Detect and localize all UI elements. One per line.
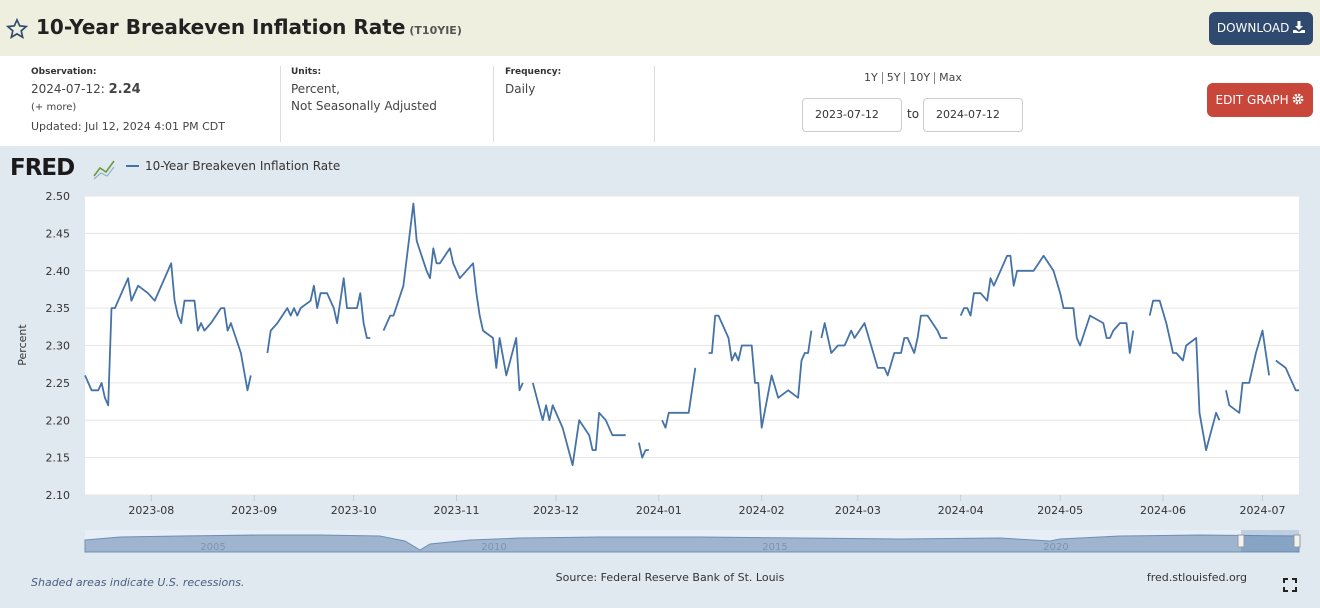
y-tick-label: 2.25: [46, 377, 71, 390]
range-link[interactable]: 1Y: [864, 71, 878, 84]
logo-icon: [93, 166, 115, 180]
navigator-series: [84, 534, 1300, 553]
fred-logo: FRED: [10, 155, 74, 181]
navigator-label: 2010: [481, 542, 506, 553]
title-text: 10-Year Breakeven Inflation Rate: [36, 15, 406, 39]
edit-graph-button[interactable]: EDIT GRAPH: [1207, 83, 1313, 117]
y-tick-label: 2.35: [46, 302, 71, 315]
observation-date: 2024-07-12:: [31, 82, 105, 96]
fullscreen-icon[interactable]: [1283, 578, 1297, 592]
start-date-input[interactable]: 2023-07-12: [802, 98, 902, 132]
observation-value: 2.24: [108, 82, 141, 97]
y-tick-label: 2.40: [46, 265, 71, 278]
x-tick-label: 2024-01: [636, 504, 682, 517]
x-tick-label: 2023-09: [231, 504, 277, 517]
navigator-label: 2015: [762, 542, 787, 553]
separator: [654, 66, 655, 142]
x-tick-label: 2023-12: [533, 504, 579, 517]
more-link[interactable]: (+ more): [31, 102, 77, 113]
download-button[interactable]: DOWNLOAD: [1209, 12, 1313, 45]
separator: [280, 66, 281, 142]
range-link[interactable]: 5Y: [881, 72, 905, 84]
series-line: [84, 202, 1299, 466]
download-label: DOWNLOAD: [1216, 21, 1290, 35]
y-tick-label: 2.30: [46, 340, 71, 353]
y-tick-label: 2.20: [46, 414, 71, 427]
y-tick-label: 2.10: [46, 489, 71, 502]
to-label: to: [907, 107, 920, 121]
y-tick-label: 2.15: [46, 452, 71, 465]
units-label: Units:: [291, 67, 322, 77]
x-tick-label: 2024-07: [1240, 504, 1286, 517]
x-tick-label: 2024-02: [739, 504, 785, 517]
edit-label: EDIT GRAPH: [1215, 93, 1289, 107]
units: Not Seasonally Adjusted: [291, 99, 437, 113]
navigator-label: 2020: [1043, 542, 1068, 553]
y-axis-label: Percent: [16, 324, 29, 366]
ticker: (T10YIE): [409, 24, 462, 37]
gear-icon: [1293, 93, 1304, 105]
y-tick-label: 2.45: [46, 227, 71, 240]
x-tick-label: 2024-05: [1037, 504, 1083, 517]
frequency-label: Frequency:: [505, 67, 562, 77]
navigator-handle[interactable]: [1237, 534, 1245, 548]
units: Percent,: [291, 82, 340, 96]
range-link[interactable]: Max: [934, 72, 966, 84]
star-icon[interactable]: [6, 18, 28, 40]
end-date-input[interactable]: 2024-07-12: [923, 98, 1023, 132]
title: 10-Year Breakeven Inflation Rate (T10YIE): [36, 15, 462, 39]
x-tick-label: 2023-08: [128, 504, 174, 517]
x-tick-label: 2024-03: [835, 504, 881, 517]
range-links: 1Y 5Y 10Y Max: [860, 72, 966, 84]
range-link[interactable]: 10Y: [904, 72, 934, 84]
frequency: Daily: [505, 82, 536, 96]
site: fred.stlouisfed.org: [1147, 571, 1247, 584]
x-tick-label: 2024-04: [938, 504, 984, 517]
legend-label: 10-Year Breakeven Inflation Rate: [145, 159, 340, 173]
y-tick-label: 2.50: [46, 190, 71, 203]
navigator-label: 2005: [200, 542, 225, 553]
x-tick-label: 2024-06: [1140, 504, 1186, 517]
separator: [493, 66, 494, 142]
download-icon: [1293, 21, 1306, 33]
source: Source: Federal Reserve Bank of St. Loui…: [556, 571, 785, 584]
updated: Updated: Jul 12, 2024 4:01 PM CDT: [31, 120, 225, 133]
x-tick-label: 2023-10: [331, 504, 377, 517]
navigator-window[interactable]: [1241, 530, 1299, 552]
observation-label: Observation:: [31, 67, 97, 77]
chart: FRED Percent Shaded areas indicate U.S. …: [0, 146, 1320, 608]
recession-note: Shaded areas indicate U.S. recessions.: [31, 576, 244, 589]
x-tick-label: 2023-11: [434, 504, 480, 517]
navigator-handle[interactable]: [1293, 534, 1301, 548]
logo-icon: [93, 160, 115, 177]
header-bar: [0, 0, 1320, 56]
